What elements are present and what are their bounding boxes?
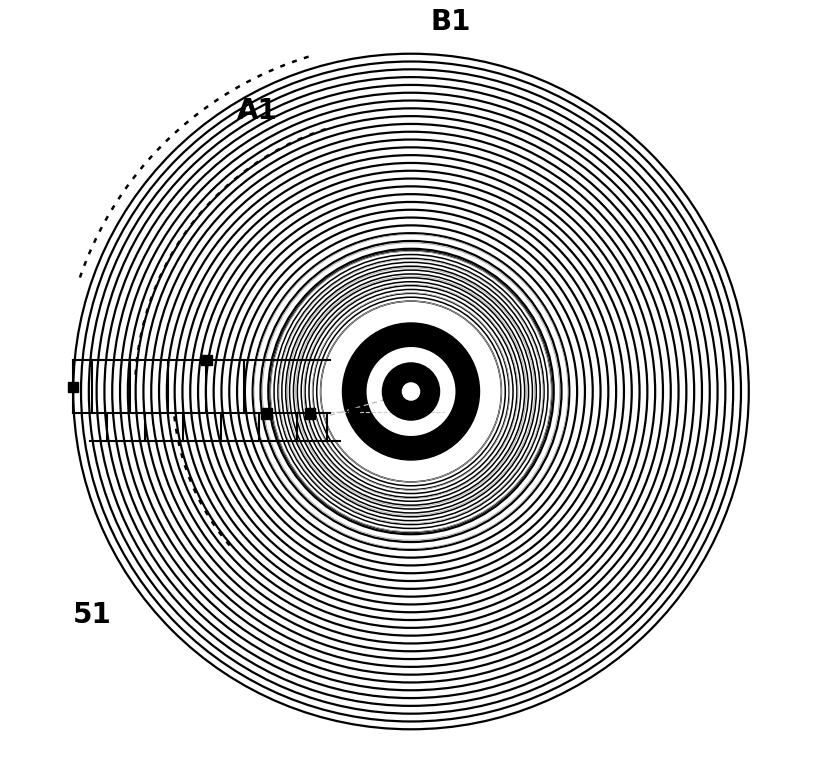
Circle shape bbox=[382, 363, 440, 420]
Bar bbox=[349, 408, 359, 419]
Bar bbox=[261, 408, 271, 419]
Circle shape bbox=[367, 348, 455, 435]
Text: 51: 51 bbox=[73, 601, 112, 629]
Text: A1: A1 bbox=[237, 97, 277, 124]
Text: B1: B1 bbox=[431, 9, 471, 36]
Bar bbox=[68, 381, 78, 392]
Circle shape bbox=[343, 323, 479, 460]
Bar bbox=[201, 355, 211, 366]
Circle shape bbox=[403, 383, 419, 400]
Bar bbox=[305, 408, 316, 419]
